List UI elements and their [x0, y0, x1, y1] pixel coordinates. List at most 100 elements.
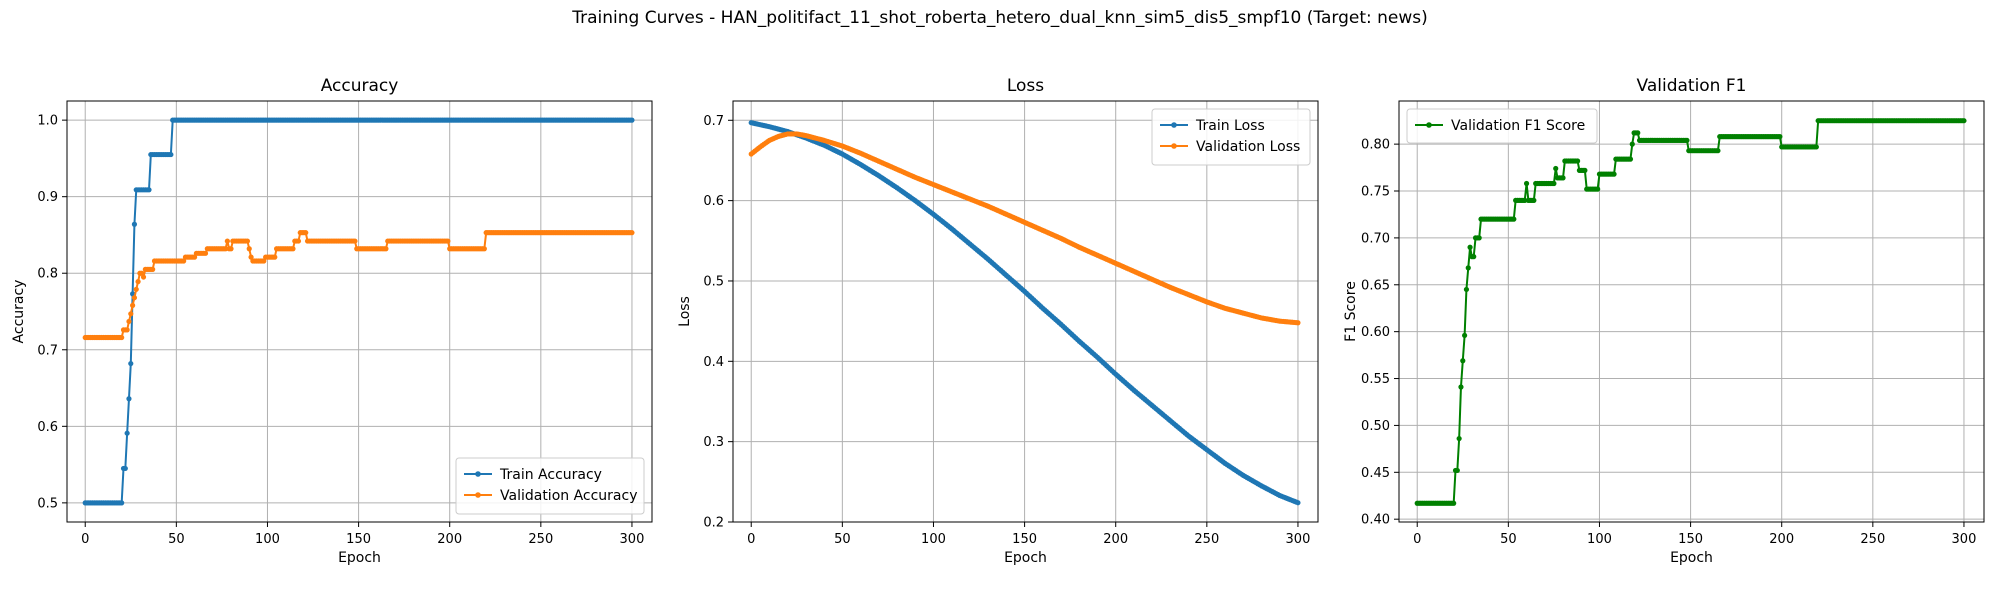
data-point — [290, 246, 296, 252]
data-point — [222, 246, 229, 252]
y-tick-label: 0.70 — [1361, 231, 1390, 246]
y-tick-label: 0.9 — [37, 190, 58, 205]
data-point — [1465, 265, 1471, 271]
y-axis-label: F1 Score — [1343, 281, 1359, 342]
series-train-loss — [748, 120, 1301, 506]
y-tick-label: 0.7 — [37, 343, 58, 358]
data-point — [1813, 144, 1819, 150]
data-point — [228, 246, 234, 252]
y-tick-label: 0.75 — [1361, 185, 1390, 200]
y-tick-label: 0.5 — [703, 274, 724, 289]
data-point — [1627, 156, 1634, 162]
grid-lines — [67, 101, 652, 522]
y-tick-label: 0.5 — [37, 496, 58, 511]
data-point — [1511, 216, 1517, 222]
data-point — [1463, 286, 1470, 293]
legend-label: Validation Loss — [1196, 139, 1300, 155]
data-point — [1451, 500, 1457, 506]
data-point — [1684, 137, 1690, 143]
y-tick-label: 0.6 — [703, 194, 724, 209]
data-point — [1553, 165, 1559, 172]
data-point — [1551, 180, 1557, 187]
x-tick-label: 300 — [1286, 532, 1311, 547]
y-tick-label: 0.3 — [703, 435, 724, 450]
data-point — [1458, 384, 1464, 390]
data-point — [1961, 118, 1967, 124]
legend-label: Validation Accuracy — [500, 488, 638, 504]
x-tick-label: 250 — [1194, 532, 1219, 547]
x-tick-label: 100 — [921, 532, 946, 547]
y-tick-label: 0.6 — [37, 420, 58, 435]
x-tick-label: 250 — [1860, 532, 1885, 547]
data-point — [1582, 167, 1588, 173]
x-tick-label: 50 — [1500, 532, 1517, 547]
figure-suptitle: Training Curves - HAN_politifact_11_shot… — [572, 8, 1428, 28]
data-point — [146, 187, 152, 193]
data-point — [224, 238, 230, 244]
x-tick-label: 300 — [1952, 532, 1977, 547]
legend-box — [455, 457, 645, 515]
legend-marker — [475, 492, 481, 498]
y-tick-label: 0.80 — [1361, 138, 1390, 153]
data-point — [1456, 435, 1462, 442]
data-point — [246, 246, 252, 252]
y-tick-label: 0.7 — [703, 114, 724, 129]
legend-label: Validation F1 Score — [1451, 118, 1585, 134]
data-point — [128, 360, 134, 367]
data-point — [1611, 171, 1617, 177]
y-axis-label: Loss — [677, 296, 693, 327]
data-point — [295, 238, 302, 244]
x-tick-label: 250 — [528, 532, 553, 547]
data-point — [1523, 180, 1530, 187]
data-point — [383, 246, 389, 252]
x-tick-label: 150 — [1012, 532, 1037, 547]
data-point — [1295, 320, 1301, 326]
data-point — [122, 465, 128, 472]
data-point — [135, 279, 141, 285]
data-point — [481, 246, 487, 252]
legend: Validation F1 Score — [1406, 108, 1598, 144]
x-tick-label: 100 — [1587, 532, 1612, 547]
data-point — [1454, 467, 1460, 474]
legend: Train Accuracy Validation Accuracy — [455, 457, 645, 515]
legend: Train Loss Validation Loss — [1151, 108, 1311, 166]
series-validation-f1-score — [1414, 118, 1967, 506]
data-point — [1476, 235, 1482, 241]
x-axis-label: Epoch — [1670, 550, 1713, 566]
legend-marker — [475, 471, 481, 477]
legend-marker — [1426, 122, 1432, 128]
data-point — [1531, 197, 1537, 203]
data-point — [119, 500, 125, 506]
data-point — [131, 221, 138, 227]
data-point — [124, 327, 130, 333]
axes-frame — [732, 100, 1319, 523]
data-point — [1471, 254, 1477, 260]
axes-frame — [66, 100, 653, 523]
y-tick-label: 0.60 — [1361, 325, 1390, 340]
data-point — [140, 274, 147, 280]
chart-title: Validation F1 — [1637, 76, 1747, 96]
data-point — [1462, 332, 1468, 339]
x-tick-label: 200 — [437, 532, 462, 547]
series-validation-loss — [748, 131, 1301, 326]
x-tick-label: 150 — [1678, 532, 1703, 547]
chart-title: Accuracy — [321, 76, 399, 96]
y-tick-label: 0.40 — [1361, 513, 1390, 528]
x-tick-label: 0 — [747, 532, 755, 547]
data-point — [1522, 197, 1528, 203]
data-point — [244, 238, 251, 244]
x-tick-label: 50 — [168, 532, 185, 547]
x-tick-label: 100 — [255, 532, 280, 547]
data-point — [124, 430, 130, 436]
legend-box — [1406, 108, 1598, 144]
data-point — [168, 151, 174, 158]
x-tick-label: 200 — [1103, 532, 1128, 547]
legend-label: Train Accuracy — [499, 467, 602, 483]
data-point — [303, 230, 309, 236]
data-point — [202, 250, 209, 256]
data-point — [445, 238, 451, 244]
